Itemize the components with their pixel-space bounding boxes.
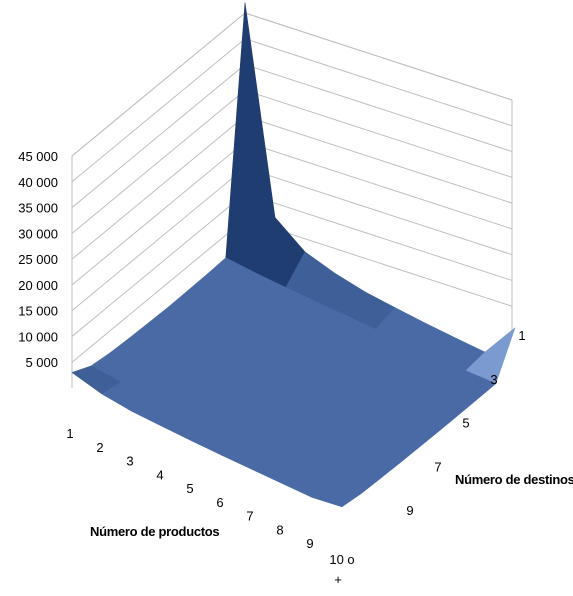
- x-tick-label-cont: +: [334, 572, 342, 587]
- x-tick-label: 10 o: [329, 552, 354, 567]
- x-tick-label: 5: [186, 481, 193, 496]
- gridline: [71, 38, 513, 183]
- surface-cell: [311, 481, 362, 508]
- gridline: [71, 63, 513, 208]
- z-tick-label: 30 000: [18, 226, 58, 241]
- z-tick-label: 5 000: [25, 355, 58, 370]
- y-tick-label: 9: [406, 503, 413, 518]
- z-tick-label: 10 000: [18, 329, 58, 344]
- x-tick-label: 7: [246, 509, 253, 524]
- surface-plot: [71, 2, 516, 508]
- y-tick-label: 1: [518, 328, 525, 343]
- z-tick-label: 20 000: [18, 278, 58, 293]
- z-tick-label: 45 000: [18, 149, 58, 164]
- z-tick-label: 35 000: [18, 201, 58, 216]
- z-tick-label: 40 000: [18, 175, 58, 190]
- y-tick-label: 5: [462, 416, 469, 431]
- x-tick-label: 2: [96, 440, 103, 455]
- z-tick-label: 15 000: [18, 304, 58, 319]
- surface-cell: [225, 2, 276, 274]
- x-axis-title: Número de productos: [90, 524, 219, 539]
- gridline: [71, 89, 513, 234]
- x-tick-label: 8: [276, 522, 283, 537]
- z-tick-label: 25 000: [18, 252, 58, 267]
- x-axis-ticks: 1 2 3 4 5 6 7 8 9 10 o +: [66, 426, 354, 587]
- x-tick-label: 6: [216, 495, 223, 510]
- x-tick-label: 4: [156, 467, 163, 482]
- y-tick-label: 7: [434, 459, 441, 474]
- gridline: [71, 12, 513, 157]
- z-axis-ticks: 5 000 10 000 15 000 20 000 25 000 30 000 35 00…: [18, 149, 58, 370]
- x-tick-label: 1: [66, 426, 73, 441]
- y-tick-label: 3: [490, 372, 497, 387]
- y-axis-title: Número de destinos: [455, 472, 573, 487]
- y-axis-ticks: 1 3 5 7 9: [406, 328, 525, 518]
- x-tick-label: 3: [126, 454, 133, 469]
- x-tick-label: 9: [306, 536, 313, 551]
